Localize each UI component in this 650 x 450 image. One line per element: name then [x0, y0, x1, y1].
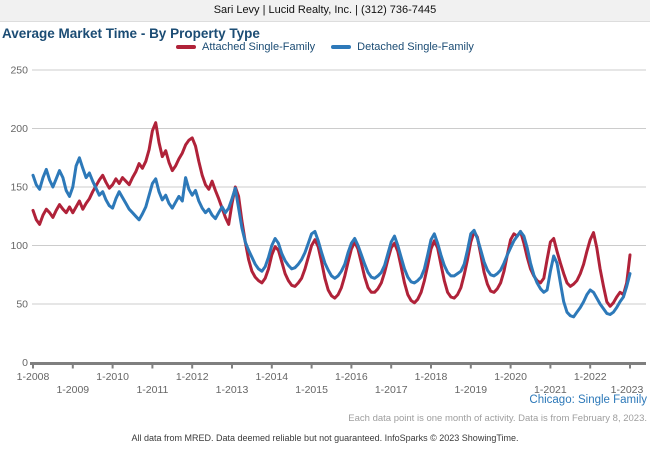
x-axis-tick-label: 1-2016 — [335, 371, 368, 383]
x-axis-tick-label: 1-2021 — [534, 384, 567, 396]
attached-series-swatch — [176, 45, 197, 49]
x-axis-tick-label: 1-2015 — [295, 384, 328, 396]
y-axis-tick-label: 50 — [16, 299, 28, 311]
x-axis-tick-label: 1-2014 — [255, 371, 288, 383]
chart-watermark: Chicago: Single Family — [529, 394, 647, 406]
page-title: Average Market Time - By Property Type — [2, 26, 260, 41]
y-axis-tick-label: 100 — [10, 240, 28, 252]
x-axis-tick-label: 1-2020 — [494, 371, 527, 383]
x-axis-tick-label: 1-2018 — [415, 371, 448, 383]
agent-header: Sari Levy | Lucid Realty, Inc. | (312) 7… — [0, 0, 650, 22]
legend-item-attached[interactable]: Attached Single-Family — [176, 41, 315, 53]
agent-header-text: Sari Levy | Lucid Realty, Inc. | (312) 7… — [213, 4, 437, 16]
x-axis-tick-label: 1-2017 — [375, 384, 408, 396]
chart-note: Each data point is one month of activity… — [348, 413, 647, 424]
chart-footer: All data from MRED. Data deemed reliable… — [131, 433, 519, 443]
x-axis-tick-label: 1-2023 — [611, 384, 644, 396]
x-axis-tick-label: 1-2009 — [56, 384, 89, 396]
x-axis-tick-label: 1-2013 — [216, 384, 249, 396]
series-line-detached[interactable] — [31, 156, 632, 319]
x-axis-tick-label: 1-2012 — [176, 371, 209, 383]
x-axis-tick-label: 1-2010 — [96, 371, 129, 383]
y-axis-tick-label: 150 — [10, 182, 28, 194]
y-axis-tick-label: 200 — [10, 123, 28, 135]
y-axis-tick-label: 0 — [22, 357, 28, 369]
x-axis-tick-label: 1-2019 — [454, 384, 487, 396]
chart-legend: Attached Single-Family Detached Single-F… — [0, 41, 650, 53]
series-line-attached[interactable] — [31, 121, 632, 308]
detached-series-swatch — [331, 45, 352, 49]
legend-label-attached: Attached Single-Family — [202, 41, 316, 53]
legend-label-detached: Detached Single-Family — [357, 41, 474, 53]
legend-item-detached[interactable]: Detached Single-Family — [331, 41, 474, 53]
x-axis-tick-label: 1-2011 — [136, 384, 168, 396]
x-axis-tick-label: 1-2008 — [17, 371, 50, 383]
x-axis-tick-label: 1-2022 — [574, 371, 607, 383]
y-axis-tick-label: 250 — [10, 65, 28, 77]
